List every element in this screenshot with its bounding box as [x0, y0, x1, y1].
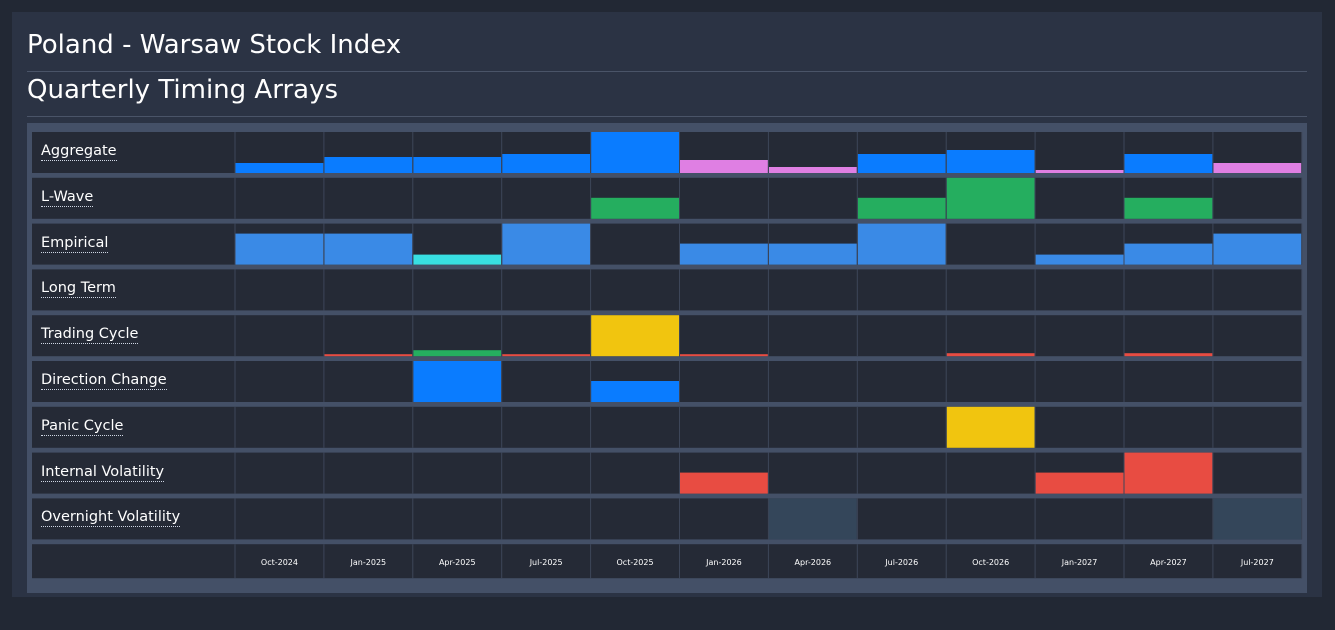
- bar-empirical-jan-2027: [1035, 254, 1124, 265]
- bar-aggregate-jan-2026: [680, 160, 768, 173]
- bar-aggregate-jul-2026: [857, 154, 946, 173]
- x-tick-label-jul-2027: Jul-2027: [1240, 558, 1274, 567]
- page-title: Poland - Warsaw Stock Index: [27, 30, 402, 60]
- bar-empirical-jul-2025: [502, 223, 591, 265]
- bar-empirical-jul-2026: [857, 223, 946, 265]
- x-tick-label-apr-2027: Apr-2027: [1150, 558, 1187, 567]
- x-tick-label-jan-2025: Jan-2025: [350, 558, 387, 567]
- x-tick-label-oct-2024: Oct-2024: [261, 558, 298, 567]
- bar-l-wave-oct-2025: [591, 197, 679, 219]
- row-label-aggregate: Aggregate: [41, 143, 117, 161]
- bar-trading-cycle-jul-2025: [502, 354, 591, 357]
- x-tick-label-oct-2026: Oct-2026: [972, 558, 1009, 567]
- bar-empirical-apr-2027: [1124, 243, 1213, 265]
- row-label-internal-volatility: Internal Volatility: [41, 463, 165, 482]
- bar-trading-cycle-apr-2025: [413, 350, 502, 357]
- row-label-trading-cycle: Trading Cycle: [41, 326, 139, 345]
- bar-aggregate-jan-2027: [1035, 170, 1124, 173]
- bar-aggregate-apr-2025: [413, 157, 502, 173]
- bar-empirical-jul-2027: [1213, 233, 1302, 265]
- x-tick-label-jul-2025: Jul-2025: [529, 558, 563, 567]
- bar-empirical-apr-2025: [413, 254, 502, 265]
- bar-trading-cycle-oct-2026: [946, 353, 1035, 357]
- bar-aggregate-oct-2025: [591, 132, 679, 173]
- bar-direction-change-oct-2025: [591, 381, 679, 402]
- bar-internal-volatility-jan-2027: [1035, 472, 1124, 494]
- timing-array-grid: Oct-2024 Jan-2025 Apr-2025 Jul-2025 Oct-2025…: [27, 123, 1307, 593]
- bar-empirical-oct-2024: [235, 233, 324, 265]
- row-label-panic-cycle: Panic Cycle: [41, 417, 124, 436]
- bar-empirical-jan-2026: [680, 243, 768, 265]
- title-divider: [27, 71, 1307, 72]
- x-tick-label-oct-2025: Oct-2025: [617, 558, 654, 567]
- bar-direction-change-apr-2025: [413, 361, 502, 402]
- bar-aggregate-jul-2025: [502, 154, 591, 173]
- x-tick-label-jan-2027: Jan-2027: [1061, 558, 1098, 567]
- x-tick-label-jul-2026: Jul-2026: [884, 558, 918, 567]
- x-tick-label-apr-2025: Apr-2025: [439, 558, 476, 567]
- bar-empirical-apr-2026: [768, 243, 857, 265]
- axis-row-background: [32, 544, 1302, 579]
- bar-l-wave-oct-2026: [946, 177, 1035, 219]
- bar-internal-volatility-apr-2027: [1124, 452, 1213, 494]
- row-label-l-wave: L-Wave: [41, 188, 94, 207]
- bar-overnight-volatility-jul-2027: [1213, 498, 1302, 540]
- bar-l-wave-jul-2026: [857, 197, 946, 219]
- row-label-overnight-volatility: Overnight Volatility: [41, 509, 181, 528]
- x-tick-label-jan-2026: Jan-2026: [705, 558, 742, 567]
- bar-aggregate-oct-2026: [946, 150, 1035, 173]
- bar-trading-cycle-jan-2025: [324, 354, 413, 357]
- bar-aggregate-apr-2027: [1124, 154, 1213, 173]
- dashboard-panel: Poland - Warsaw Stock Index Quarterly Ti…: [12, 12, 1322, 597]
- row-label-long-term: Long Term: [41, 280, 116, 299]
- chart-subtitle: Quarterly Timing Arrays: [27, 75, 338, 105]
- row-background-long-term: [32, 269, 1302, 311]
- bar-trading-cycle-apr-2027: [1124, 353, 1213, 357]
- bar-aggregate-jan-2025: [324, 157, 413, 173]
- timing-array-chart: Oct-2024 Jan-2025 Apr-2025 Jul-2025 Oct-2025…: [32, 132, 1303, 579]
- x-tick-label-apr-2026: Apr-2026: [795, 558, 832, 567]
- bar-panic-cycle-oct-2026: [946, 406, 1035, 448]
- bar-aggregate-apr-2026: [768, 167, 857, 173]
- row-label-direction-change: Direction Change: [41, 372, 167, 390]
- bar-trading-cycle-jan-2026: [680, 354, 768, 357]
- bar-trading-cycle-oct-2025: [591, 315, 679, 357]
- bar-internal-volatility-jan-2026: [680, 472, 768, 494]
- row-background-overnight-volatility: [32, 498, 1302, 540]
- bar-empirical-jan-2025: [324, 233, 413, 265]
- row-background-panic-cycle: [32, 406, 1302, 448]
- bar-aggregate-oct-2024: [235, 163, 324, 173]
- subtitle-divider: [27, 116, 1307, 117]
- row-label-empirical: Empirical: [41, 234, 109, 253]
- bar-overnight-volatility-apr-2026: [768, 498, 857, 540]
- bar-l-wave-apr-2027: [1124, 197, 1213, 219]
- bar-aggregate-jul-2027: [1213, 163, 1302, 173]
